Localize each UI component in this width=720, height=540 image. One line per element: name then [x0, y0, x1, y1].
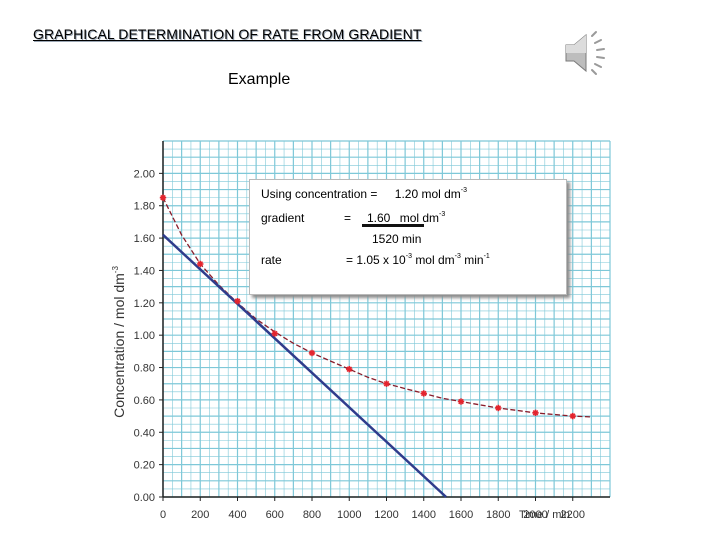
x-tick-label: 1000 — [337, 509, 361, 521]
y-tick-label: 1.80 — [134, 201, 155, 213]
concentration-value: 1.20 mol dm — [394, 187, 461, 201]
rate-unit-time: min — [464, 253, 484, 267]
gradient-denominator: 1520 min — [372, 232, 422, 246]
x-tick-label: 400 — [228, 509, 246, 521]
data-point — [197, 260, 204, 268]
x-tick-label: 1800 — [486, 509, 510, 521]
data-point — [271, 330, 278, 337]
rate-exponent: -3 — [405, 253, 412, 260]
rate-label: rate — [261, 253, 282, 267]
tangent-line — [162, 233, 447, 498]
data-point — [420, 390, 427, 397]
speaker-icon[interactable] — [560, 28, 612, 78]
data-point — [308, 349, 316, 357]
fitted-curve — [162, 197, 592, 418]
rate-value: 1.05 x 10 — [356, 253, 406, 267]
y-tick-label: 0.00 — [134, 492, 155, 504]
gradient-numerator: 1.60 — [367, 211, 391, 225]
x-tick-label: 600 — [266, 509, 284, 521]
x-tick-label: 1600 — [449, 509, 473, 521]
data-point — [159, 194, 167, 201]
x-tick-label: 200 — [191, 509, 209, 521]
concentration-label: Using concentration — [261, 187, 368, 201]
y-tick-label: 0.60 — [134, 395, 155, 407]
gradient-label: gradient — [261, 211, 305, 225]
x-tick-label: 2000 — [523, 509, 547, 521]
slide-title: GRAPHICAL DETERMINATION OF RATE FROM GRA… — [33, 26, 422, 42]
data-point — [457, 398, 465, 405]
y-tick-label: 1.40 — [134, 265, 155, 277]
x-tick-label: 1400 — [412, 509, 436, 521]
rate-unit-conc: mol dm — [415, 253, 455, 267]
y-tick-label: 1.00 — [134, 330, 155, 342]
data-point — [346, 365, 353, 373]
calculation-box: Using concentration = 1.20 mol dm-3 grad… — [249, 179, 567, 295]
data-point — [532, 409, 539, 417]
rate-equals: = — [346, 253, 354, 267]
x-axis-label: Time / min — [519, 509, 570, 521]
concentration-equals: = — [370, 187, 378, 201]
slide-subtitle: Example — [228, 71, 291, 88]
y-tick-label: 0.80 — [134, 363, 155, 375]
y-tick-label: 0.40 — [134, 427, 155, 439]
gradient-equals: = — [344, 211, 352, 225]
y-tick-label: 2.00 — [134, 168, 155, 180]
rate-unit-time-exponent: -1 — [483, 253, 490, 260]
data-point — [383, 380, 390, 387]
x-tick-label: 800 — [303, 509, 321, 521]
gradient-exponent: -3 — [439, 211, 446, 218]
x-tick-label: 1200 — [374, 509, 398, 521]
y-axis-label: Concentration / mol dm-3 — [111, 266, 127, 418]
x-tick-label: 2200 — [561, 509, 585, 521]
concentration-exponent: -3 — [460, 187, 468, 194]
data-point — [495, 404, 502, 412]
data-point — [569, 412, 576, 420]
y-tick-label: 1.20 — [134, 298, 155, 310]
y-tick-label: 1.60 — [134, 233, 155, 245]
fraction-bar — [362, 224, 424, 227]
y-tick-label: 0.20 — [134, 460, 155, 472]
x-tick-label: 0 — [160, 509, 166, 521]
data-point — [234, 298, 241, 305]
rate-unit-conc-exponent: -3 — [454, 253, 461, 260]
gradient-unit: mol dm — [399, 211, 440, 225]
